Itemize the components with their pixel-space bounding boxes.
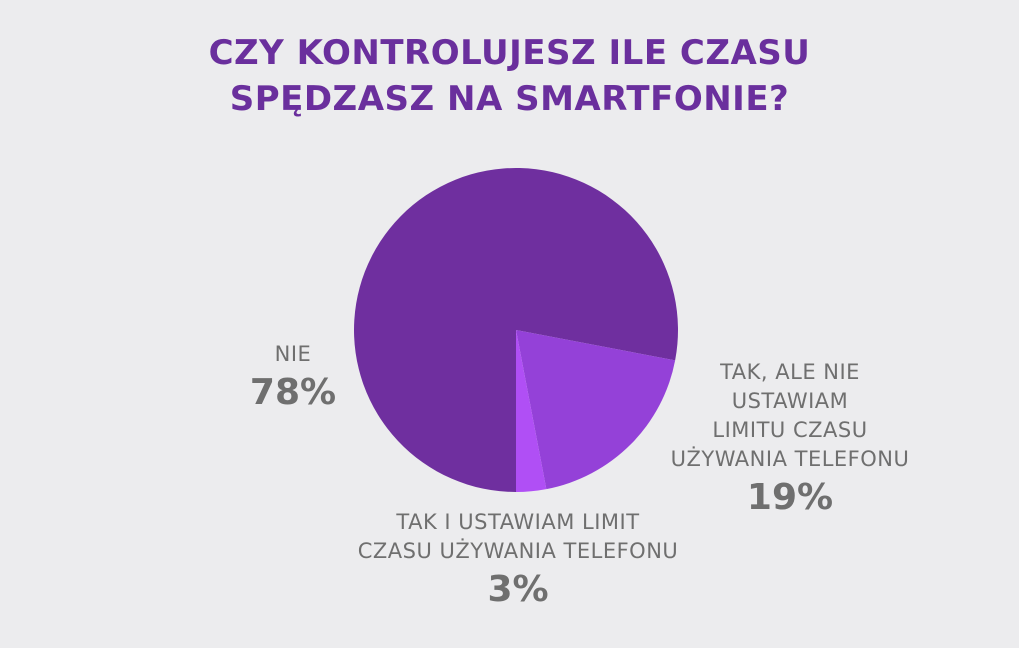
chart-title: CZY KONTROLUJESZ ILE CZASU SPĘDZASZ NA S… xyxy=(0,30,1019,122)
slice-label-tak-limit: TAK I USTAWIAM LIMIT CZASU UŻYWANIA TELE… xyxy=(318,508,718,612)
slice-value-nie: 78% xyxy=(249,372,337,413)
pie-slice-tak-ale-nie xyxy=(516,330,676,490)
pie-slice-nie xyxy=(354,167,679,493)
slice-label-tak-ale-nie-line-1: TAK, ALE NIE xyxy=(720,360,860,384)
pie-slice-tak-limit xyxy=(516,330,547,492)
slice-label-tak-ale-nie-line-2: USTAWIAM xyxy=(731,389,849,413)
slice-label-tak-limit-line-1: TAK I USTAWIAM LIMIT xyxy=(396,510,640,534)
chart-title-line-1: CZY KONTROLUJESZ ILE CZASU xyxy=(208,33,811,73)
slice-label-tak-ale-nie-line-3: LIMITU CZASU xyxy=(712,418,868,442)
slice-label-tak-limit-line-2: CZASU UŻYWANIA TELEFONU xyxy=(357,539,679,563)
slice-value-tak-ale-nie: 19% xyxy=(746,477,834,518)
slice-label-nie-line-1: NIE xyxy=(274,342,312,366)
slice-value-tak-limit: 3% xyxy=(487,569,549,610)
slice-label-tak-ale-nie-line-4: UŻYWANIA TELEFONU xyxy=(670,447,910,471)
slice-label-tak-ale-nie: TAK, ALE NIE USTAWIAM LIMITU CZASU UŻYWA… xyxy=(640,358,940,520)
slice-label-nie: NIE 78% xyxy=(233,340,353,415)
chart-title-line-2: SPĘDZASZ NA SMARTFONIE? xyxy=(229,79,790,119)
